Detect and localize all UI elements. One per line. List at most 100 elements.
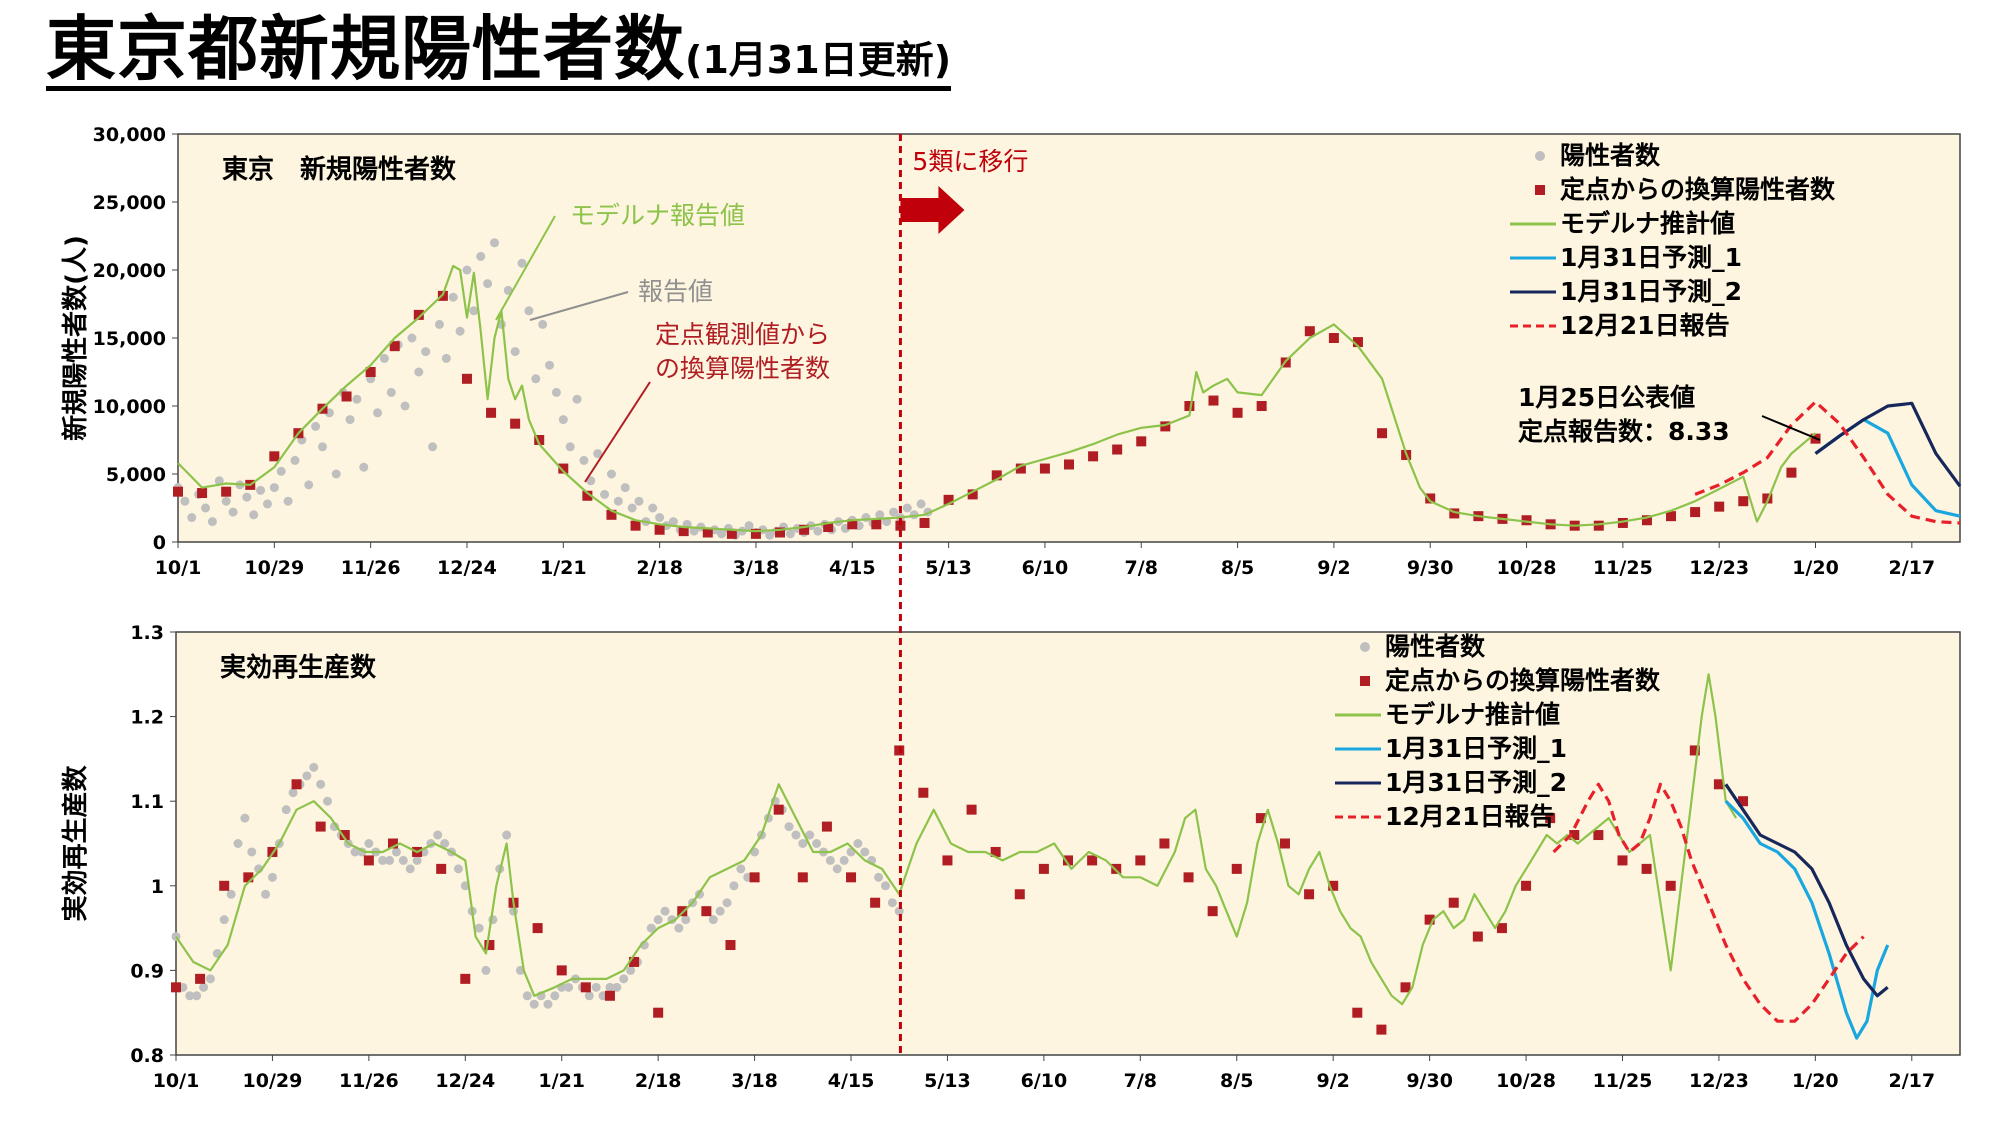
point-reported [619,974,629,984]
y-tick-label: 1.2 [130,707,164,729]
point-reported [524,306,534,316]
point-sentinel [363,855,374,866]
point-reported [825,855,835,865]
x-tick-label: 10/1 [153,1070,200,1092]
point-sentinel [1400,982,1411,993]
point-reported [309,762,319,772]
point-reported [352,394,362,404]
point-sentinel [919,517,930,528]
point-reported [558,415,568,425]
point-sentinel [173,486,183,497]
point-reported [359,462,369,472]
point-sentinel [1545,813,1556,824]
x-tick-label: 2/17 [1889,557,1936,579]
point-reported [288,788,298,798]
legend-marker-reported [1535,151,1545,161]
point-sentinel [677,906,688,917]
point-reported [428,442,438,452]
point-sentinel [942,855,953,866]
point-reported [579,455,589,465]
point-sentinel [1449,508,1460,519]
point-reported [627,503,637,513]
point-sentinel [799,524,810,535]
point-reported [329,822,339,832]
point-reported [405,864,415,874]
annotation-reported: 報告値 [638,277,713,306]
point-reported [412,855,422,865]
point-reported [481,965,491,975]
x-tick-label: 1/20 [1792,1070,1839,1092]
point-reported [717,529,727,539]
point-sentinel [1713,779,1724,790]
point-sentinel [606,509,617,520]
point-reported [805,830,815,840]
point-reported [517,258,527,268]
point-sentinel [532,923,543,934]
point-sentinel [1304,889,1315,900]
top-chart-panel: 東京 新規陽性者数 新規陽性者数(人) 0 5,000 10,000 15,000 20… [60,124,1962,579]
x-tick-label: 5/13 [924,1070,971,1092]
point-sentinel [461,373,472,384]
bottom-x-ticks: 10/1 10/29 11/26 12/24 1/21 2/18 3/18 4/15 5/13 6… [153,1055,1935,1092]
point-reported [875,510,885,520]
point-reported [620,483,630,493]
point-reported [373,408,383,418]
point-reported [538,319,548,329]
point-sentinel [460,973,471,984]
point-reported [668,517,678,527]
point-reported [316,779,326,789]
point-reported [655,513,665,523]
legend-label-moderna: モデルナ推計値 [1385,700,1560,729]
point-reported [916,499,926,509]
point-reported [586,476,596,486]
point-sentinel [726,528,737,539]
point-reported [290,455,300,465]
point-reported [736,864,746,874]
point-sentinel [197,488,208,499]
point-sentinel [1038,863,1049,874]
point-reported [207,517,217,527]
line-moderna [175,673,1738,1006]
point-sentinel [966,804,977,815]
point-reported [233,839,243,848]
point-sentinel [1328,880,1339,891]
point-sentinel [243,872,254,883]
point-sentinel [269,451,280,462]
point-sentinel [1569,830,1580,841]
point-sentinel [582,490,593,501]
point-reported [469,306,479,316]
point-sentinel [1063,855,1073,866]
x-tick-label: 10/29 [243,1070,303,1092]
x-tick-label: 6/10 [1022,557,1069,579]
point-reported [551,387,561,397]
annotation-moderna-reported: モデルナ報告値 [570,201,745,230]
point-reported [813,526,823,536]
point-reported [350,847,360,857]
point-sentinel [725,940,736,951]
point-sentinel [1641,515,1652,526]
top-panel-label: 東京 新規陽性者数 [222,154,457,185]
x-tick-label: 11/25 [1593,557,1653,579]
legend-label-dec21-report: 12月21日報告 [1560,311,1730,340]
page-title-sub: (1月31日更新) [685,38,952,82]
legend-marker-sentinel [1360,676,1370,686]
point-sentinel [1039,463,1050,474]
point-reported [434,319,444,329]
x-tick-label: 2/18 [636,557,683,579]
point-reported [531,374,541,384]
page-title-main: 東京都新規陽性者数 [46,8,685,90]
point-reported [398,855,408,865]
point-reported [379,353,389,363]
point-reported [634,496,644,506]
x-tick-label: 9/2 [1316,1070,1349,1092]
point-sentinel [773,804,784,815]
point-sentinel [219,880,230,891]
point-reported [283,496,293,506]
point-sentinel [1690,507,1701,518]
y-tick-label: 20,000 [93,260,166,282]
point-reported [281,805,291,815]
bottom-chart-panel: 実効再生産数 実効再生産数 0.8 0.9 1 1.1 1.2 1.3 10/1 10/29… [60,622,1961,1092]
legend-label-forecast-1: 1月31日予測_1 [1385,734,1567,763]
point-sentinel [1641,863,1652,874]
